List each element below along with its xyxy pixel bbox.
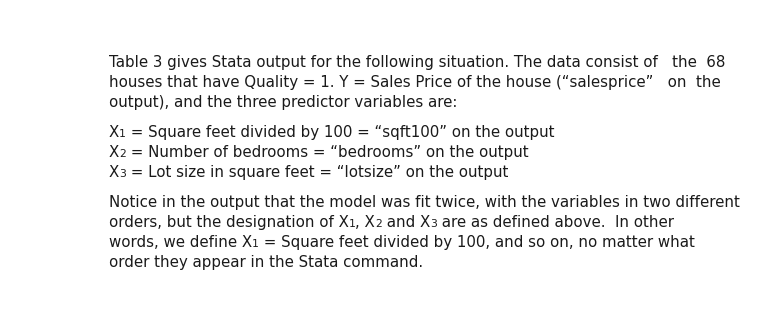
Text: 2: 2 [375, 219, 382, 229]
Text: , X: , X [355, 215, 375, 230]
Text: Notice in the output that the model was fit twice, with the variables in two dif: Notice in the output that the model was … [109, 195, 740, 210]
Text: = Square feet divided by 100, and so on, no matter what: = Square feet divided by 100, and so on,… [259, 235, 694, 251]
Text: Table 3 gives Stata output for the following situation. The data consist of   th: Table 3 gives Stata output for the follo… [109, 55, 725, 70]
Text: X: X [109, 165, 119, 180]
Text: order they appear in the Stata command.: order they appear in the Stata command. [109, 255, 423, 270]
Text: orders, but the designation of X: orders, but the designation of X [109, 215, 348, 230]
Text: 1: 1 [119, 129, 126, 139]
Text: are as defined above.  In other: are as defined above. In other [437, 215, 674, 230]
Text: 3: 3 [119, 169, 126, 179]
Text: 1: 1 [251, 239, 259, 249]
Text: = Number of bedrooms = “bedrooms” on the output: = Number of bedrooms = “bedrooms” on the… [126, 145, 528, 160]
Text: words, we define X: words, we define X [109, 235, 251, 251]
Text: output), and the three predictor variables are:: output), and the three predictor variabl… [109, 95, 457, 110]
Text: 1: 1 [348, 219, 355, 229]
Text: X: X [109, 125, 119, 140]
Text: = Lot size in square feet = “lotsize” on the output: = Lot size in square feet = “lotsize” on… [126, 165, 508, 180]
Text: 3: 3 [430, 219, 437, 229]
Text: 2: 2 [119, 149, 126, 159]
Text: and X: and X [382, 215, 430, 230]
Text: X: X [109, 145, 119, 160]
Text: houses that have Quality = 1. Y = Sales Price of the house (“salesprice”   on  t: houses that have Quality = 1. Y = Sales … [109, 75, 720, 90]
Text: = Square feet divided by 100 = “sqft100” on the output: = Square feet divided by 100 = “sqft100”… [126, 125, 555, 140]
